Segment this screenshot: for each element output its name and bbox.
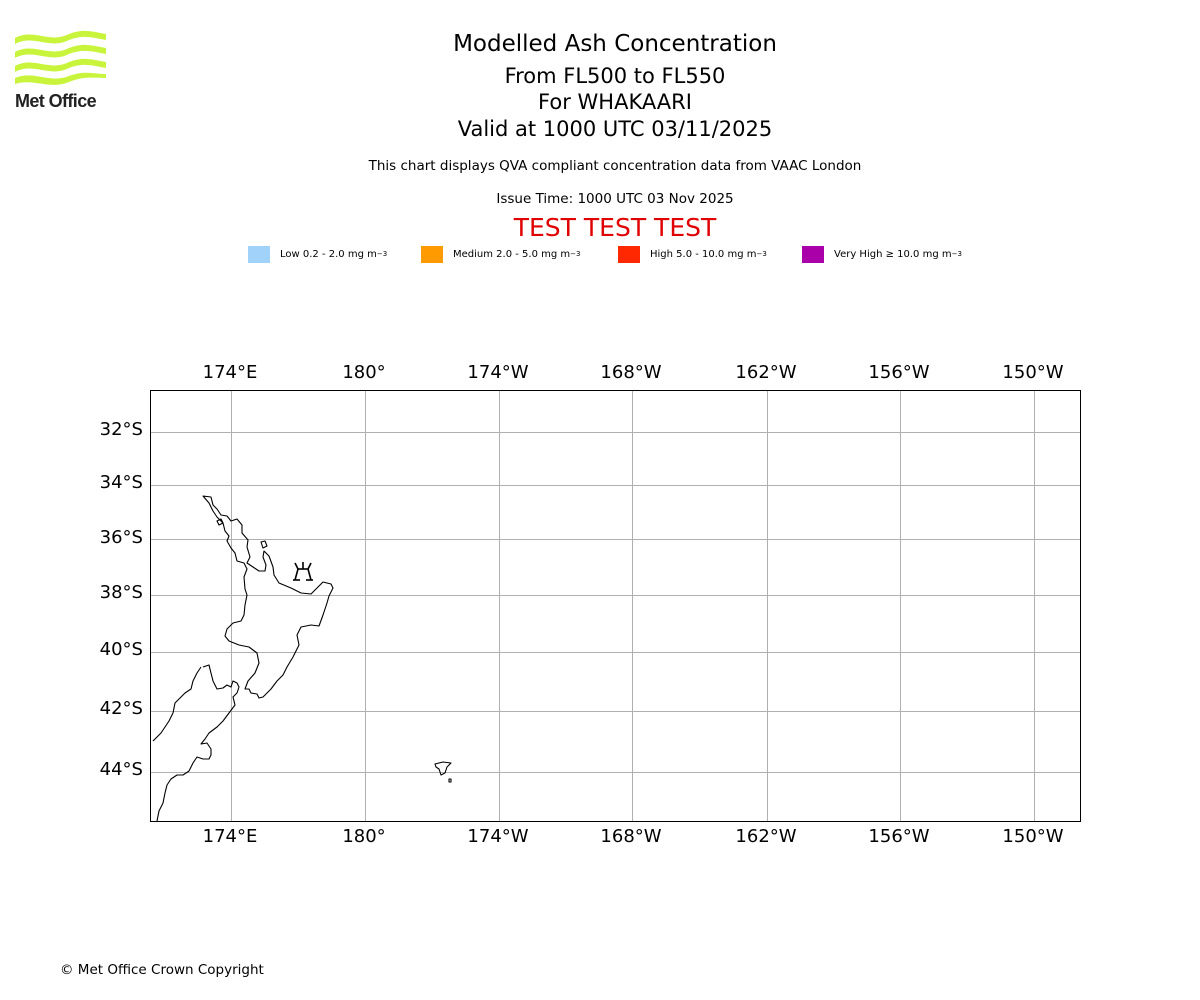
- x-tick-bottom: 174°E: [202, 826, 258, 847]
- met-office-logo: Met Office: [14, 30, 108, 112]
- south-island-coastline: [152, 664, 240, 822]
- gridline-lat: [151, 432, 1080, 433]
- met-office-waves-icon: [15, 30, 106, 85]
- valid-time: Valid at 1000 UTC 03/11/2025: [457, 117, 773, 141]
- x-tick-top: 174°E: [202, 362, 258, 383]
- x-tick-bottom: 150°W: [1002, 826, 1064, 847]
- legend-label: Very High ≥ 10.0 mg m: [834, 248, 952, 260]
- chart-title: Modelled Ash Concentration: [453, 31, 777, 57]
- gridline-lon: [767, 391, 768, 821]
- gridline-lat: [151, 485, 1080, 486]
- gridline-lat: [151, 595, 1080, 596]
- legend-item-high: High 5.0 - 10.0 mg m −3: [618, 245, 767, 263]
- issue-time: Issue Time: 1000 UTC 03 Nov 2025: [496, 191, 734, 207]
- legend-item-low: Low 0.2 - 2.0 mg m −3: [248, 245, 387, 263]
- y-tick: 38°S: [99, 582, 143, 603]
- y-tick: 40°S: [99, 639, 143, 660]
- x-tick-bottom: 168°W: [600, 826, 662, 847]
- test-banner: TEST TEST TEST: [513, 213, 717, 242]
- x-tick-top: 156°W: [868, 362, 930, 383]
- x-tick-bottom: 162°W: [735, 826, 797, 847]
- gridline-lat: [151, 652, 1080, 653]
- x-tick-top: 174°W: [467, 362, 529, 383]
- x-tick-bottom: 156°W: [868, 826, 930, 847]
- gridline-lat: [151, 711, 1080, 712]
- legend-item-very-high: Very High ≥ 10.0 mg m −3: [802, 245, 962, 263]
- legend-label: Low 0.2 - 2.0 mg m: [280, 248, 377, 260]
- legend-exponent: −3: [951, 250, 962, 258]
- gridline-lon: [632, 391, 633, 821]
- y-tick: 36°S: [99, 527, 143, 548]
- gridline-lon: [900, 391, 901, 821]
- gridline-lon: [231, 391, 232, 821]
- new-zealand-coastline: [152, 495, 452, 822]
- legend-swatch-high: [618, 245, 640, 263]
- legend-exponent: −3: [376, 250, 388, 258]
- north-island-coastline: [202, 495, 334, 699]
- x-tick-top: 180°: [342, 362, 386, 383]
- gridline-lon: [499, 391, 500, 821]
- copyright-notice: © Met Office Crown Copyright: [60, 962, 264, 978]
- legend-exponent: −3: [756, 250, 767, 258]
- x-tick-top: 168°W: [600, 362, 662, 383]
- y-tick: 32°S: [99, 419, 143, 440]
- gridline-lat: [151, 772, 1080, 773]
- y-tick: 42°S: [99, 698, 143, 719]
- y-tick: 34°S: [99, 472, 143, 493]
- y-tick: 44°S: [99, 759, 143, 780]
- legend-label: High 5.0 - 10.0 mg m: [650, 248, 757, 260]
- legend-exponent: −3: [570, 250, 581, 258]
- map-plot-area: [150, 390, 1081, 822]
- legend-swatch-very-high: [802, 245, 824, 263]
- logo-text: Met Office: [15, 91, 97, 111]
- gridline-lon: [365, 391, 366, 821]
- x-tick-top: 162°W: [735, 362, 797, 383]
- volcano-name: For WHAKAARI: [538, 90, 692, 114]
- x-tick-top: 150°W: [1002, 362, 1064, 383]
- legend-swatch-low: [248, 245, 270, 263]
- x-tick-bottom: 174°W: [467, 826, 529, 847]
- flight-level-range: From FL500 to FL550: [504, 64, 726, 88]
- legend-label: Medium 2.0 - 5.0 mg m: [453, 248, 571, 260]
- chart-subtitle: This chart displays QVA compliant concen…: [368, 158, 862, 174]
- legend-item-medium: Medium 2.0 - 5.0 mg m −3: [421, 245, 580, 263]
- gridline-lat: [151, 539, 1080, 540]
- chatham-islands-coastline: [434, 761, 452, 776]
- volcano-icon: [293, 562, 313, 581]
- gridline-lon: [1034, 391, 1035, 821]
- x-tick-bottom: 180°: [342, 826, 386, 847]
- legend-swatch-medium: [421, 245, 443, 263]
